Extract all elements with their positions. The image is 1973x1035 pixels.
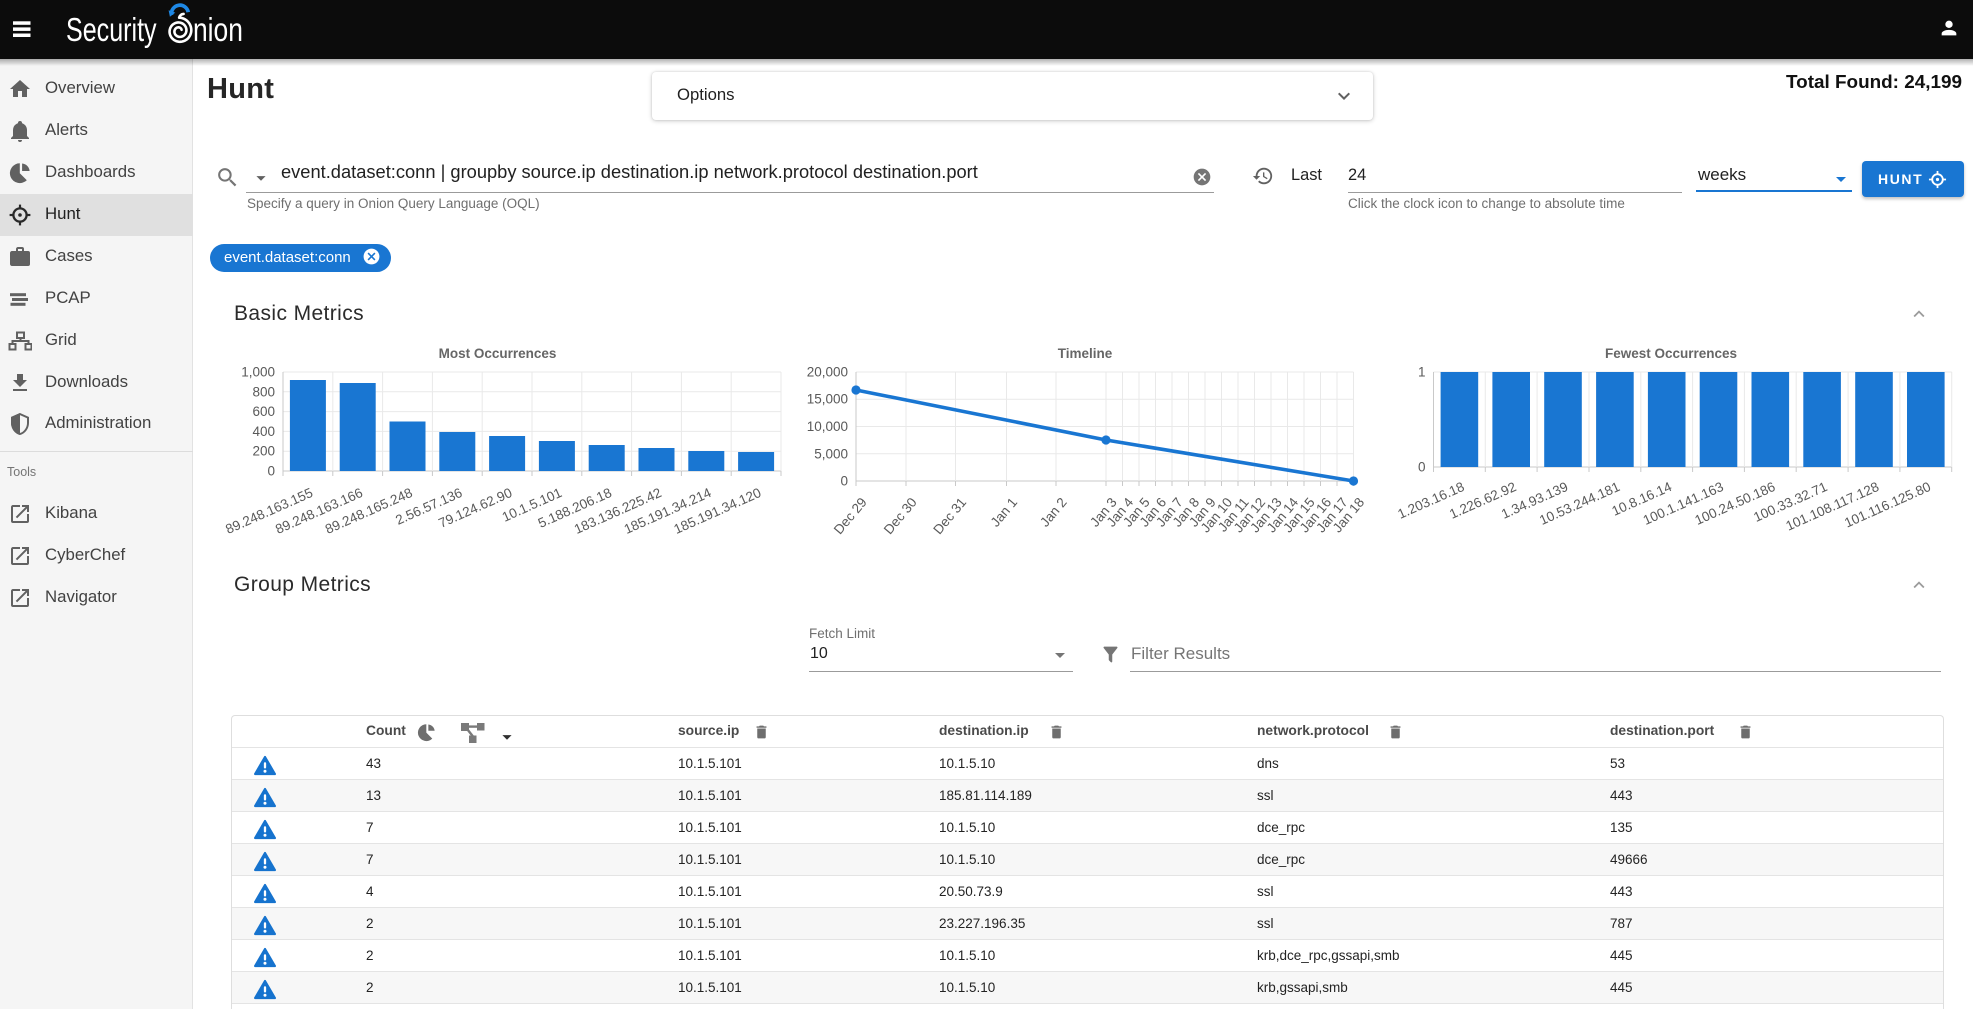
svg-text:5,000: 5,000 [814,446,848,461]
svg-text:20,000: 20,000 [807,365,848,380]
svg-text:15,000: 15,000 [807,392,848,407]
svg-text:600: 600 [252,404,275,419]
svg-text:Jan 2: Jan 2 [1037,495,1070,530]
svg-text:800: 800 [252,384,275,399]
svg-text:200: 200 [252,444,275,459]
svg-text:10,000: 10,000 [807,419,848,434]
svg-text:Most Occurrences: Most Occurrences [439,346,557,361]
svg-text:1: 1 [1418,365,1426,380]
svg-text:Dec 31: Dec 31 [930,495,969,537]
svg-text:0: 0 [1418,460,1426,475]
svg-text:0: 0 [840,474,848,489]
svg-text:Fewest Occurrences: Fewest Occurrences [1605,346,1737,361]
svg-text:1,000: 1,000 [241,365,275,380]
svg-text:0: 0 [267,464,275,479]
svg-text:Dec 29: Dec 29 [831,495,870,537]
svg-text:Jan 1: Jan 1 [988,495,1021,530]
svg-text:Timeline: Timeline [1058,346,1113,361]
svg-text:Dec 30: Dec 30 [881,495,920,537]
svg-text:400: 400 [252,424,275,439]
